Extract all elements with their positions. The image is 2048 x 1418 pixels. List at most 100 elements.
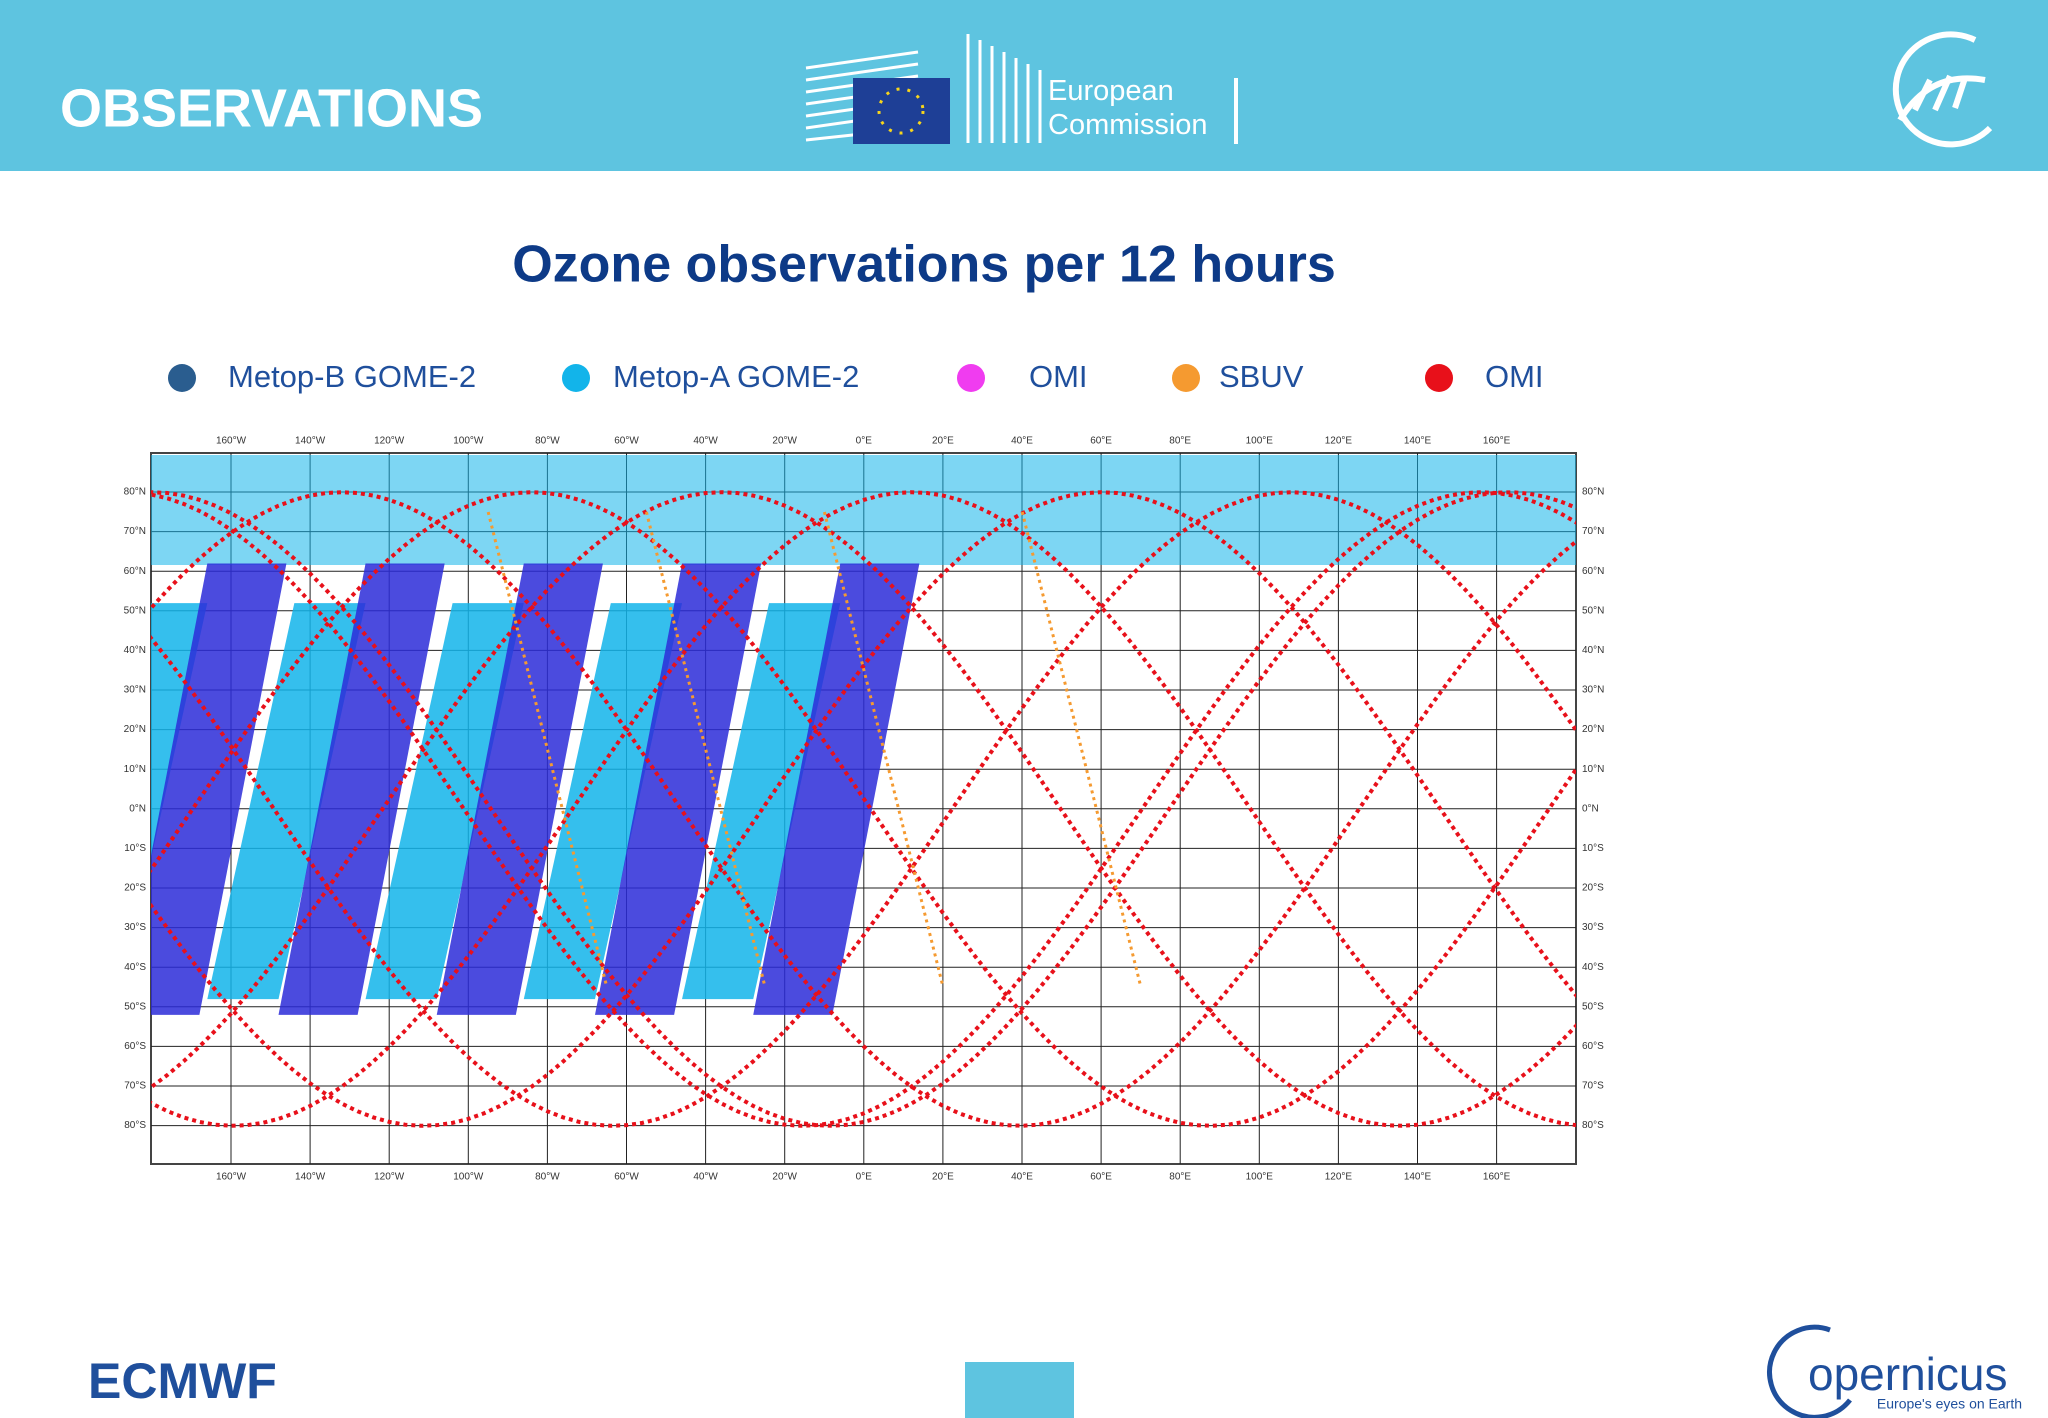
lon-label: 60°E xyxy=(1090,1172,1112,1183)
ecmwf-logo: ECMWF xyxy=(88,1353,277,1409)
lat-label: 30°N xyxy=(1582,685,1604,696)
ec-logo: European Commission xyxy=(805,34,1238,144)
lat-label: 50°S xyxy=(124,1001,146,1012)
lat-label: 40°S xyxy=(124,962,146,973)
lat-label: 60°S xyxy=(1582,1041,1604,1052)
swath xyxy=(365,603,524,1000)
orbit-track xyxy=(151,490,1576,1128)
lon-label: 0°E xyxy=(856,436,873,447)
lat-label: 30°N xyxy=(124,685,146,696)
slide-title: Ozone observations per 12 hours xyxy=(512,236,1336,294)
lon-label: 120°E xyxy=(1325,436,1353,447)
copernicus-logo: opernicus xyxy=(1808,1348,2007,1400)
lon-label: 80°E xyxy=(1169,1172,1191,1183)
lon-label: 160°E xyxy=(1483,1172,1511,1183)
legend-label: OMI xyxy=(1485,359,1544,394)
lon-label: 160°W xyxy=(216,1172,247,1183)
lon-label: 80°W xyxy=(535,1172,560,1183)
lat-label: 80°N xyxy=(1582,487,1604,498)
lon-label: 100°E xyxy=(1246,436,1274,447)
lon-label: 20°W xyxy=(772,1172,797,1183)
lat-label: 10°N xyxy=(1582,764,1604,775)
orbit-track xyxy=(151,490,1576,1128)
lat-label: 0°N xyxy=(1582,803,1599,814)
lon-label: 60°W xyxy=(614,436,639,447)
lat-label: 60°N xyxy=(1582,566,1604,577)
orbit-track xyxy=(151,490,1576,1128)
orbit-track xyxy=(151,490,1576,1128)
header-bar xyxy=(0,0,2048,171)
copernicus-arc xyxy=(1767,1324,1852,1418)
header-title: OBSERVATIONS xyxy=(60,78,483,138)
lon-label: 100°E xyxy=(1246,1172,1274,1183)
lat-label: 10°N xyxy=(124,764,146,775)
lon-label: 160°W xyxy=(216,436,247,447)
lat-label: 60°S xyxy=(124,1041,146,1052)
swath xyxy=(151,563,287,1015)
sbuv-track xyxy=(486,511,609,988)
lon-label: 140°W xyxy=(295,1172,326,1183)
lat-label: 50°N xyxy=(1582,605,1604,616)
lon-label: 80°W xyxy=(535,436,560,447)
lat-label: 40°S xyxy=(1582,962,1604,973)
lat-label: 70°S xyxy=(124,1081,146,1092)
lon-label: 100°W xyxy=(453,436,484,447)
ec-logo-text: European xyxy=(1048,75,1174,107)
lat-label: 20°N xyxy=(1582,724,1604,735)
sbuv-track xyxy=(1020,511,1143,988)
lat-label: 30°S xyxy=(124,922,146,933)
lon-label: 20°E xyxy=(932,1172,954,1183)
lon-label: 60°W xyxy=(614,1172,639,1183)
legend-marker xyxy=(562,364,590,392)
page-tab xyxy=(965,1362,1074,1418)
ec-logo-text: Commission xyxy=(1048,109,1208,141)
swath xyxy=(682,603,841,1000)
legend-label: Metop-B GOME-2 xyxy=(228,359,476,394)
lon-label: 120°E xyxy=(1325,1172,1353,1183)
lon-label: 40°E xyxy=(1011,436,1033,447)
swath xyxy=(436,563,603,1015)
lon-label: 40°E xyxy=(1011,1172,1033,1183)
legend: Metop-B GOME-2 Metop-A GOME-2 OMI SBUV OMI xyxy=(168,359,1544,394)
copernicus-tagline: Europe's eyes on Earth xyxy=(1877,1396,2022,1412)
lat-label: 70°S xyxy=(1582,1081,1604,1092)
lon-label: 120°W xyxy=(374,436,405,447)
legend-label: OMI xyxy=(1029,359,1088,394)
lat-label: 70°N xyxy=(1582,526,1604,537)
map: 160°W 160°W 140°W 140°W 120°W 120°W 100°W 100°W… xyxy=(124,436,1605,1183)
lat-label: 50°S xyxy=(1582,1001,1604,1012)
lon-label: 0°E xyxy=(856,1172,873,1183)
lon-label: 60°E xyxy=(1090,436,1112,447)
lat-label: 20°S xyxy=(1582,883,1604,894)
lon-label: 20°W xyxy=(772,436,797,447)
legend-marker xyxy=(1172,364,1200,392)
lon-label: 20°E xyxy=(932,436,954,447)
legend-label: Metop-A GOME-2 xyxy=(613,359,859,394)
orbit-track xyxy=(151,490,1576,1128)
lat-label: 10°S xyxy=(1582,843,1604,854)
legend-marker xyxy=(1425,364,1453,392)
lat-label: 40°N xyxy=(124,645,146,656)
lon-label: 40°W xyxy=(693,436,718,447)
lon-label: 140°E xyxy=(1404,436,1432,447)
legend-marker xyxy=(168,364,196,392)
lon-label: 100°W xyxy=(453,1172,484,1183)
lon-label: 40°W xyxy=(693,1172,718,1183)
lat-label: 10°S xyxy=(124,843,146,854)
observation-layer xyxy=(151,455,1576,1128)
lat-label: 0°N xyxy=(129,803,146,814)
orbit-track xyxy=(151,490,1576,1128)
lon-label: 140°W xyxy=(295,436,326,447)
orbit-track xyxy=(151,490,1576,1128)
lat-label: 80°N xyxy=(124,487,146,498)
lat-label: 50°N xyxy=(124,605,146,616)
orbit-track xyxy=(151,490,1576,1128)
legend-marker xyxy=(957,364,985,392)
lat-label: 70°N xyxy=(124,526,146,537)
sbuv-track xyxy=(644,511,767,988)
swath xyxy=(594,563,762,1015)
lat-label: 80°S xyxy=(124,1120,146,1131)
sbuv-track xyxy=(822,511,945,988)
